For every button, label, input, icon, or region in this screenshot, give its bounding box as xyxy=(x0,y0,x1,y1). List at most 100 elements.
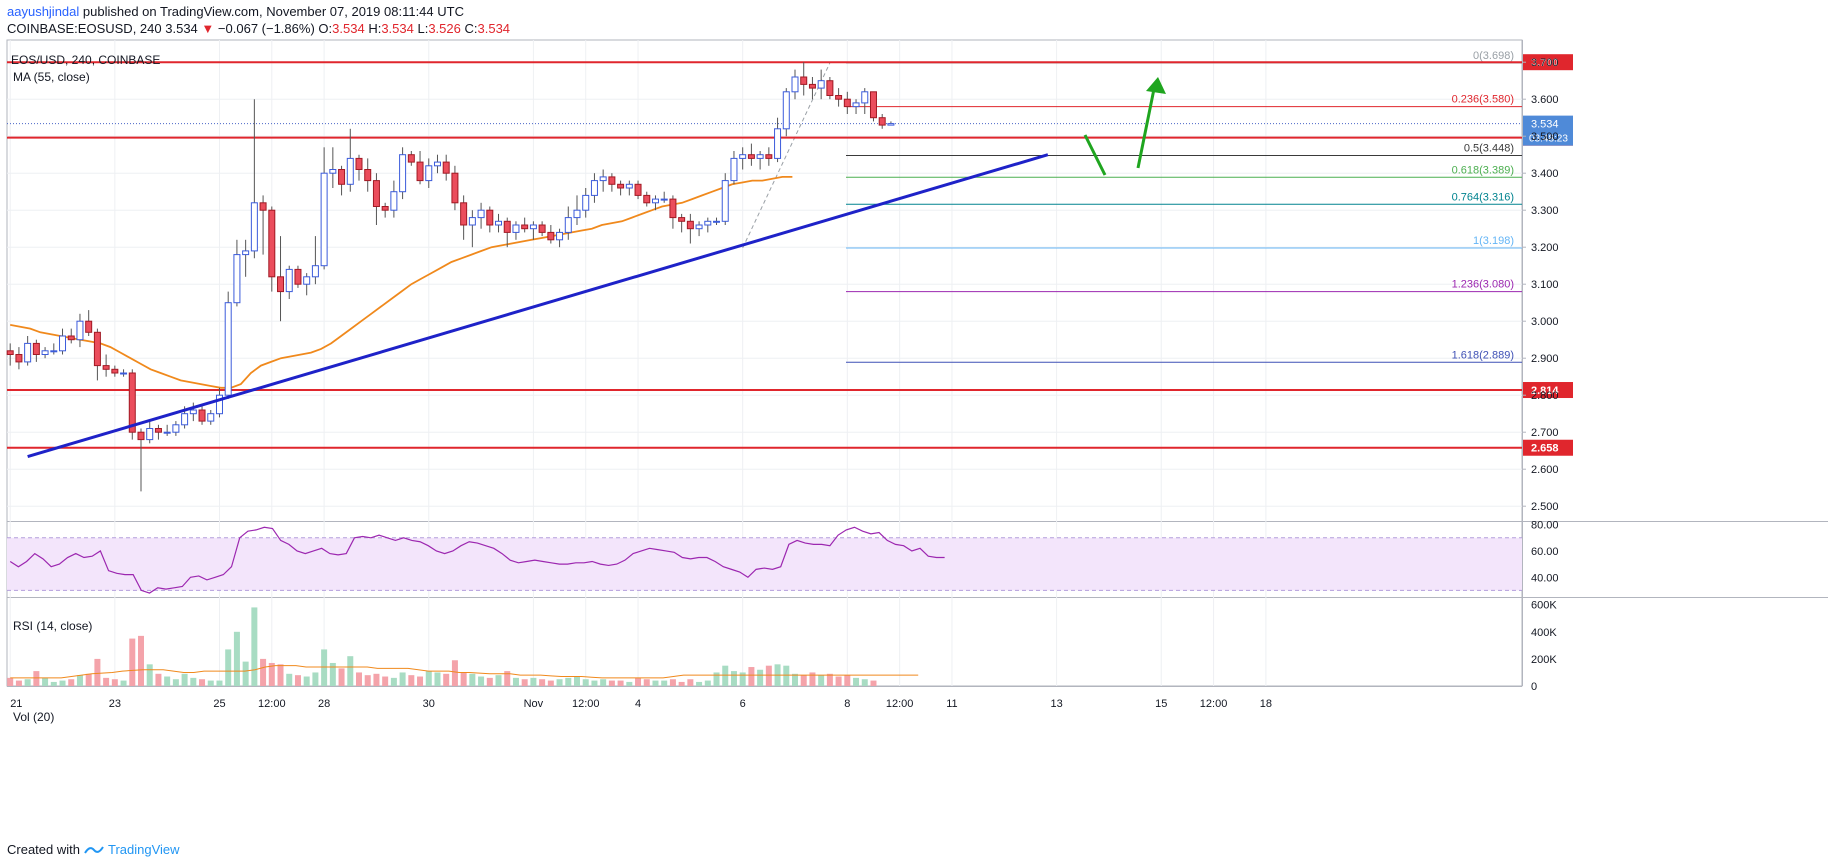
volume-bar xyxy=(835,676,842,686)
level-badge xyxy=(1523,54,1573,71)
volume-bar xyxy=(260,658,267,686)
volume-bar xyxy=(286,673,293,686)
candle xyxy=(529,221,537,240)
candle xyxy=(338,165,346,196)
candle xyxy=(198,406,206,425)
volume-bar xyxy=(443,673,450,686)
candle xyxy=(852,99,860,114)
volume-bar xyxy=(539,679,546,686)
time-tick-label: 12:00 xyxy=(1200,698,1228,710)
candle xyxy=(512,221,520,240)
candle-body xyxy=(486,209,494,226)
candle xyxy=(704,217,712,233)
candle-body xyxy=(215,394,223,415)
volume-bar xyxy=(870,680,877,686)
volume-bar xyxy=(722,665,729,686)
candle xyxy=(843,91,851,114)
candle xyxy=(678,213,686,233)
volume-bar xyxy=(356,672,362,686)
candle xyxy=(233,239,241,307)
volume-bar xyxy=(504,671,511,686)
candle-body xyxy=(765,154,773,159)
price-tick-label: 2.900 xyxy=(1531,353,1559,365)
price-tick-label: 3.100 xyxy=(1531,279,1559,291)
price-change: −0.067 (−1.86%) xyxy=(217,21,315,36)
candle xyxy=(390,180,398,218)
candle xyxy=(808,77,816,100)
candle xyxy=(739,147,747,170)
candle-body xyxy=(425,165,433,182)
rsi-line xyxy=(9,526,945,594)
volume-bar xyxy=(347,656,354,686)
candle-body xyxy=(24,342,32,363)
symbol-label: COINBASE:EOSUSD, 240 xyxy=(7,21,162,36)
volume-bar xyxy=(739,672,746,686)
trend-line[interactable] xyxy=(27,153,1049,459)
level-badge xyxy=(1523,382,1573,399)
time-tick-label: 4 xyxy=(635,698,641,710)
volume-bar xyxy=(85,673,92,686)
low-label: L: xyxy=(417,21,429,36)
candle xyxy=(861,88,869,114)
fib-level-label: 1.618(2.889) xyxy=(1452,349,1514,361)
volume-bar xyxy=(294,675,301,686)
volume-bar xyxy=(155,673,162,686)
candle xyxy=(242,239,250,277)
volume-bar xyxy=(417,676,424,686)
candle xyxy=(163,424,171,436)
candle-body xyxy=(582,194,590,211)
price-tick-label: 3.600 xyxy=(1531,94,1559,106)
candle xyxy=(215,387,223,418)
candle xyxy=(355,154,363,181)
candle-body xyxy=(808,83,816,89)
candle xyxy=(6,343,14,366)
candle-body xyxy=(704,220,712,226)
candle-body xyxy=(146,428,154,441)
candle-body xyxy=(41,350,49,355)
candle-body xyxy=(207,413,215,422)
candle-body xyxy=(59,335,67,352)
volume-bar xyxy=(425,671,432,686)
price-tick-label: 3.500 xyxy=(1531,131,1559,143)
candle-body xyxy=(390,191,398,211)
candle-body xyxy=(67,335,75,341)
volume-bar xyxy=(434,672,441,686)
candle xyxy=(381,202,389,218)
volume-bar xyxy=(33,671,40,686)
published-text: published on TradingView.com, November 0… xyxy=(79,4,464,19)
candle-body xyxy=(678,217,686,222)
candle-body xyxy=(329,169,337,174)
candle xyxy=(460,195,468,240)
candle-body xyxy=(93,331,101,367)
candle xyxy=(486,206,494,233)
candle xyxy=(643,191,651,207)
volume-bar xyxy=(321,649,328,686)
forecast-arrows[interactable] xyxy=(1083,77,1166,176)
candle-body xyxy=(564,217,572,233)
open-label: O: xyxy=(318,21,333,36)
candle-body xyxy=(338,169,346,185)
candle-body xyxy=(189,409,197,415)
candle xyxy=(85,310,93,336)
volume-bar xyxy=(408,675,415,686)
volume-bar xyxy=(617,680,624,686)
volume-bar xyxy=(643,679,650,686)
volume-bar xyxy=(111,679,118,686)
volume-pane: 600K 400K 200K 0 xyxy=(7,600,1557,693)
volume-bar xyxy=(730,671,737,686)
candle xyxy=(67,328,75,344)
candle-body xyxy=(669,198,677,219)
tradingview-brand-link[interactable]: TradingView xyxy=(107,842,180,857)
volume-bar xyxy=(164,676,171,686)
candle-body xyxy=(774,128,782,159)
author-link[interactable]: aayushjindal xyxy=(7,4,80,19)
candle-body xyxy=(233,254,241,304)
time-tick-label: 13 xyxy=(1050,698,1062,710)
candle xyxy=(311,236,319,285)
candle-body xyxy=(529,224,537,230)
volume-bar xyxy=(312,672,319,686)
volume-bar xyxy=(495,675,502,686)
fib-level-label: 0.5(3.448) xyxy=(1464,142,1514,154)
